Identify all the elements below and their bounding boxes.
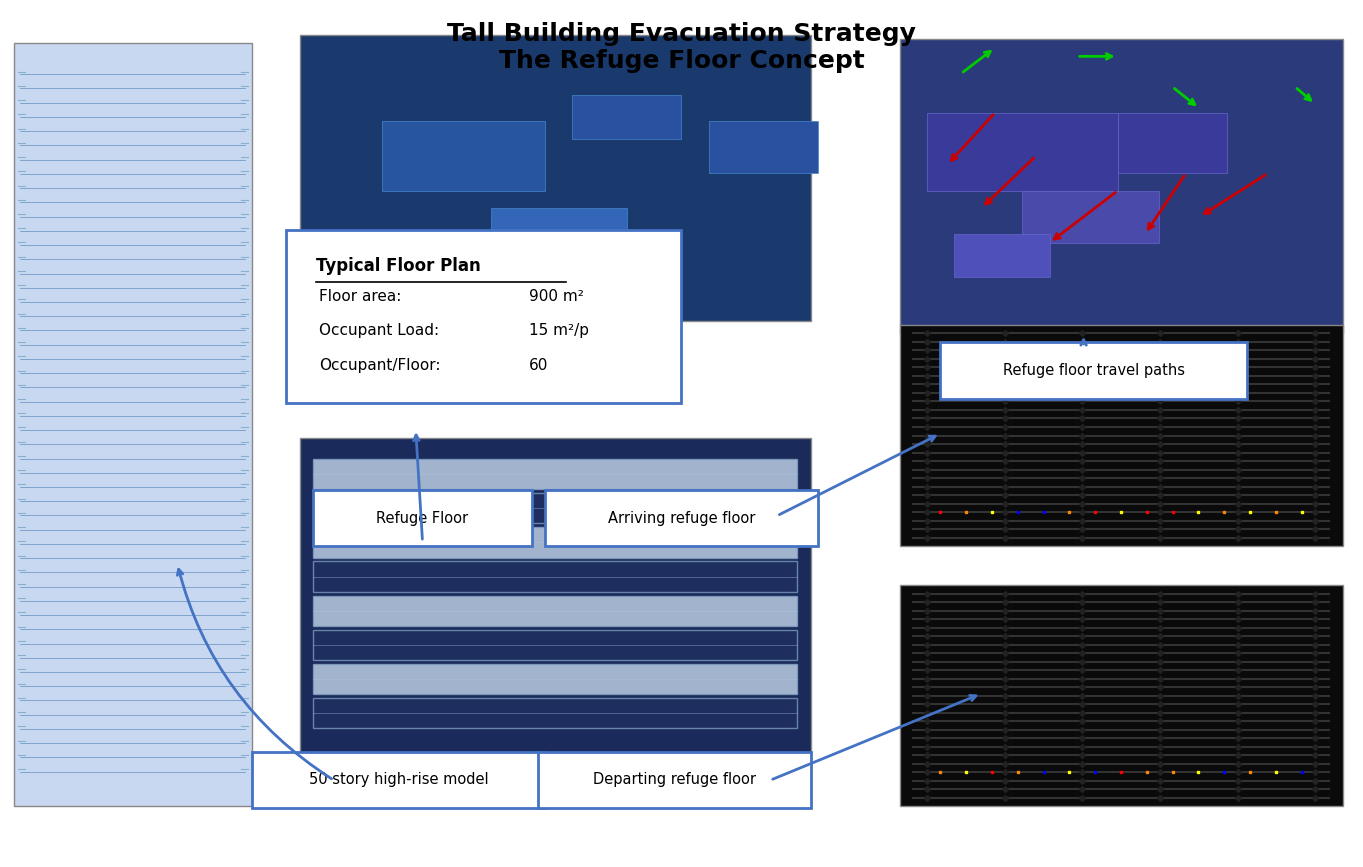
FancyBboxPatch shape (313, 698, 797, 728)
FancyBboxPatch shape (313, 527, 797, 557)
Text: Floor area:: Floor area: (319, 289, 401, 303)
FancyBboxPatch shape (313, 562, 797, 591)
Text: 900 m²: 900 m² (529, 289, 583, 303)
FancyBboxPatch shape (300, 35, 811, 321)
FancyBboxPatch shape (313, 596, 797, 626)
FancyBboxPatch shape (341, 234, 436, 277)
FancyBboxPatch shape (300, 438, 811, 754)
FancyBboxPatch shape (313, 629, 797, 660)
Text: Tall Building Evacuation Strategy
The Refuge Floor Concept: Tall Building Evacuation Strategy The Re… (447, 22, 916, 74)
Text: Departing refuge floor: Departing refuge floor (593, 772, 756, 787)
Text: Occupant Load:: Occupant Load: (319, 323, 439, 338)
FancyBboxPatch shape (382, 121, 545, 191)
FancyBboxPatch shape (286, 230, 682, 403)
FancyBboxPatch shape (14, 43, 252, 806)
FancyBboxPatch shape (545, 490, 818, 546)
Text: Refuge Floor: Refuge Floor (376, 511, 469, 525)
Text: Occupant/Floor:: Occupant/Floor: (319, 358, 440, 373)
FancyBboxPatch shape (491, 208, 627, 260)
Text: 60: 60 (529, 358, 548, 373)
FancyBboxPatch shape (252, 752, 545, 808)
FancyBboxPatch shape (313, 664, 797, 694)
FancyBboxPatch shape (313, 493, 797, 524)
Text: Arriving refuge floor: Arriving refuge floor (608, 511, 755, 525)
Text: Refuge floor travel paths: Refuge floor travel paths (1003, 363, 1184, 378)
FancyBboxPatch shape (927, 113, 1118, 191)
FancyBboxPatch shape (572, 95, 682, 139)
FancyBboxPatch shape (900, 39, 1343, 334)
FancyBboxPatch shape (1022, 191, 1159, 243)
FancyBboxPatch shape (709, 121, 818, 173)
FancyBboxPatch shape (313, 490, 532, 546)
FancyBboxPatch shape (900, 325, 1343, 546)
FancyBboxPatch shape (538, 752, 811, 808)
FancyBboxPatch shape (940, 342, 1247, 399)
Text: 50 story high-rise model: 50 story high-rise model (309, 772, 488, 787)
Text: 15 m²/p: 15 m²/p (529, 323, 589, 338)
FancyBboxPatch shape (1118, 113, 1227, 173)
Text: Typical Floor Plan: Typical Floor Plan (316, 257, 481, 276)
FancyBboxPatch shape (313, 459, 797, 489)
FancyBboxPatch shape (900, 585, 1343, 806)
FancyBboxPatch shape (954, 234, 1050, 277)
